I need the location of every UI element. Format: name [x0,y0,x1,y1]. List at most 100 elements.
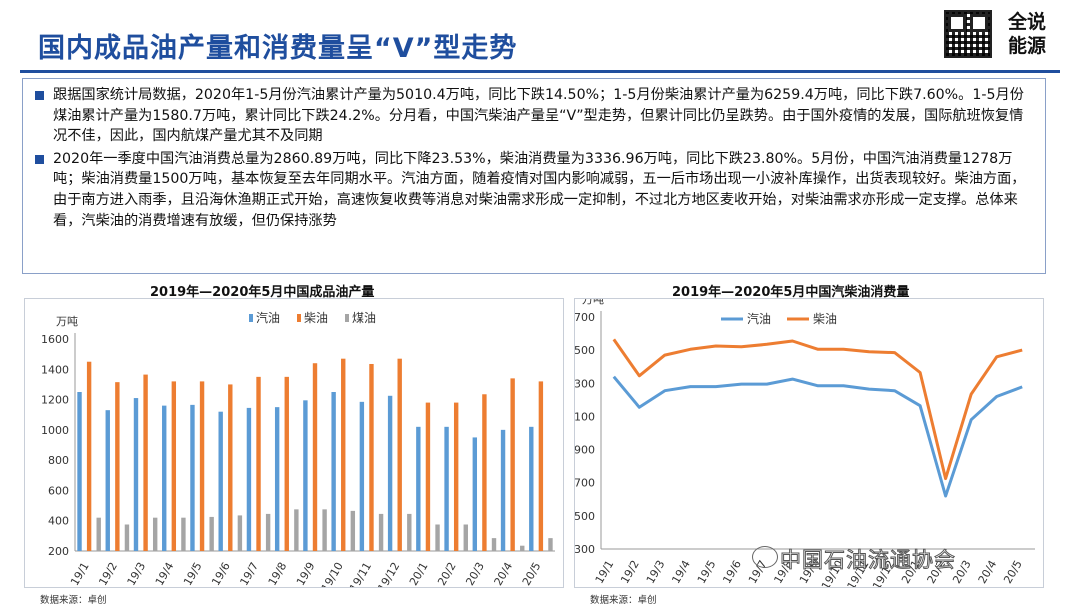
bar-柴油 [425,402,431,551]
legend-label: 煤油 [352,311,376,325]
x-tick-label: 19/2 [96,560,120,587]
summary-bullet: 跟据国家统计局数据，2020年1-5月份汽油累计产量为5010.4万吨，同比下跌… [33,85,1037,147]
bar-煤油 [265,513,271,551]
x-tick-label: 20/4 [492,560,516,587]
y-tick-label: 800 [48,454,69,467]
logo-text-line1: 全说 [1007,11,1046,33]
x-tick-label: 19/9 [294,560,318,587]
bar-汽油 [444,426,449,551]
x-tick-label: 19/5 [695,558,719,586]
y-tick-label: 400 [48,515,69,528]
bar-汽油 [359,401,365,551]
y-tick-label: 1200 [41,394,69,407]
legend-swatch [345,314,349,322]
y-tick-label: 1700 [575,311,595,324]
bar-汽油 [529,426,534,551]
y-axis-unit: 万吨 [582,299,604,306]
bar-煤油 [96,517,101,551]
x-tick-label: 20/4 [976,558,1000,586]
bar-柴油 [453,402,459,551]
bar-煤油 [491,538,497,551]
bar-柴油 [171,381,177,551]
bar-chart-title: 2019年—2020年5月中国成品油产量 [150,285,375,300]
y-tick-label: 1300 [575,377,595,390]
x-tick-label: 19/8 [266,560,290,587]
legend-label: 汽油 [747,311,771,326]
series-line-柴油 [612,338,1023,481]
y-tick-label: 1600 [41,333,69,346]
summary-box: 跟据国家统计局数据，2020年1-5月份汽油累计产量为5010.4万吨，同比下跌… [22,78,1046,274]
bar-煤油 [548,538,553,551]
bar-煤油 [322,509,327,551]
bar-煤油 [463,524,468,551]
qr-code-icon [944,10,992,58]
bar-煤油 [350,510,356,551]
brand-logo: 全说 能源 [944,10,1054,62]
bar-汽油 [162,405,167,551]
bar-柴油 [482,394,487,551]
y-tick-label: 300 [575,543,595,556]
legend-label: 柴油 [813,312,837,326]
title-divider [20,70,1060,73]
bar-柴油 [312,363,318,551]
bullet-text: 2020年一季度中国汽油消费总量为2860.89万吨，同比下降23.53%，柴油… [53,150,1026,229]
line-chart-frame: 3005007009001100130015001700万吨19/119/219… [567,293,1044,592]
bar-柴油 [369,363,374,551]
x-tick-label: 20/1 [407,560,431,587]
bar-柴油 [228,384,233,551]
bar-chart-source: 数据来源：卓创 [40,595,107,606]
y-tick-label: 1000 [41,424,69,437]
wechat-icon [752,546,778,568]
bar-煤油 [378,513,384,551]
bar-柴油 [115,382,120,551]
bar-汽油 [416,426,421,551]
bar-汽油 [77,392,82,551]
bar-柴油 [256,376,261,551]
bar-煤油 [407,513,412,551]
bar-柴油 [143,374,148,551]
line-chart-title: 2019年—2020年5月中国汽柴油消费量 [672,285,910,300]
bar-汽油 [105,410,110,551]
bar-柴油 [538,381,544,551]
bar-柴油 [199,381,205,551]
bar-柴油 [510,378,515,551]
y-tick-label: 1400 [41,363,69,376]
bar-煤油 [435,524,440,551]
watermark: 中国石油流通协会 [780,548,956,573]
x-tick-label: 19/7 [238,560,262,587]
y-axis-unit: 万吨 [56,315,78,328]
x-tick-label: 19/6 [720,558,744,586]
bar-汽油 [246,407,252,551]
y-tick-label: 1100 [575,410,595,423]
bar-柴油 [341,358,346,551]
y-tick-label: 600 [48,484,69,497]
x-tick-label: 19/11 [347,560,374,587]
page-title: 国内成品油产量和消费量呈“V”型走势 [38,33,518,64]
bar-汽油 [133,398,139,551]
x-tick-label: 20/5 [520,560,544,587]
bar-柴油 [86,361,92,551]
bar-汽油 [303,400,308,551]
bar-汽油 [472,437,478,551]
x-tick-label: 20/3 [463,560,487,587]
x-tick-label: 19/1 [68,560,92,587]
x-tick-label: 20/5 [1001,558,1025,586]
x-tick-label: 19/6 [209,560,233,587]
bar-柴油 [284,376,289,551]
bar-汽油 [500,429,506,551]
x-tick-label: 19/2 [618,558,642,586]
bar-chart-frame: 200 400 600 800 1000 1200 1400 1600 万吨 19/1 19/2 19… [24,298,564,594]
bar-煤油 [152,517,158,551]
x-tick-label: 19/4 [153,560,177,587]
y-tick-label: 900 [575,444,595,457]
x-tick-label: 19/4 [669,558,693,586]
logo-text-line2: 能源 [1007,35,1046,57]
bar-煤油 [237,515,243,551]
bar-汽油 [331,392,336,551]
legend-label: 柴油 [304,311,328,325]
summary-bullet: 2020年一季度中国汽油消费总量为2860.89万吨，同比下降23.53%，柴油… [33,149,1037,231]
square-bullet-icon [35,154,44,164]
y-tick-label: 700 [575,477,595,490]
x-tick-label: 19/3 [644,558,668,586]
